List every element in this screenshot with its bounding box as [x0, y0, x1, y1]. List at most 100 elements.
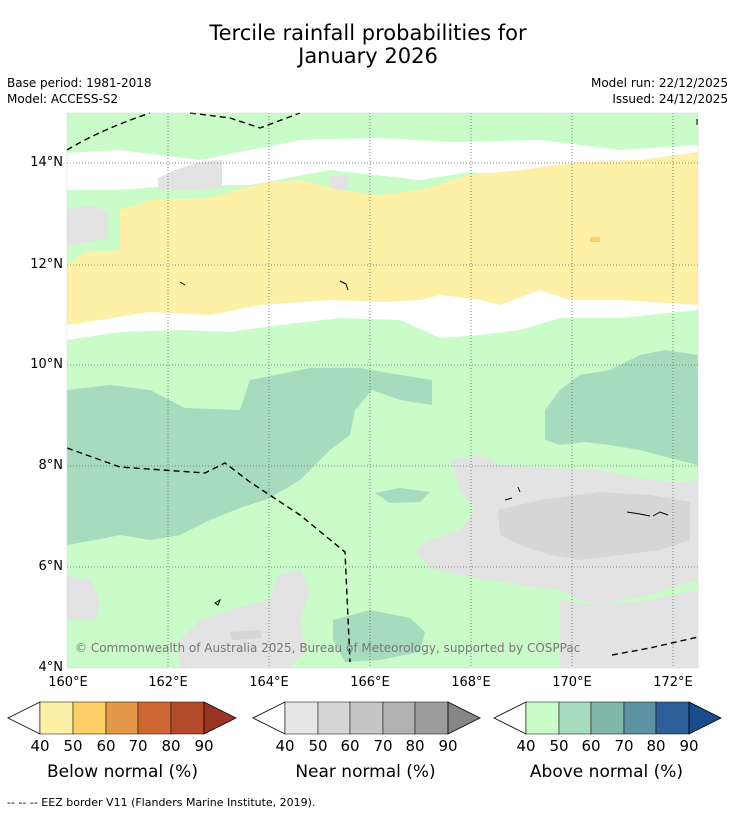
- colorbar-near-over: [447, 701, 481, 735]
- colorbar-above-bin-1: [525, 701, 560, 735]
- region-near-normal-top: [158, 160, 222, 190]
- region-above-normal-50-small: [375, 488, 430, 503]
- below-tick-90: 90: [194, 737, 214, 755]
- near-tick-60: 60: [340, 737, 360, 755]
- legend-above-normal: Above normal (%): [529, 762, 684, 782]
- region-near-normal-small: [330, 176, 348, 190]
- eez-footer-note: -- -- -- EEZ border V11 (Flanders Marine…: [7, 796, 316, 809]
- colorbar-above-over: [688, 701, 722, 735]
- colorbar-above-bin-5: [655, 701, 690, 735]
- meta-right: Model run: 22/12/2025 Issued: 24/12/2025: [591, 75, 728, 107]
- copyright-notice: © Commonwealth of Australia 2025, Bureau…: [75, 641, 581, 655]
- below-tick-50: 50: [63, 737, 83, 755]
- below-tick-70: 70: [128, 737, 148, 755]
- colorbar-above-bin-2: [558, 701, 592, 735]
- eez-border-southeast: [611, 636, 699, 656]
- eez-border-north: [189, 112, 301, 129]
- colorbar-below-bin-3: [105, 701, 139, 735]
- above-tick-90: 90: [679, 737, 699, 755]
- region-above-normal-50: [67, 368, 432, 545]
- colorbar-near-under: [252, 701, 286, 735]
- region-above-normal-50-east: [545, 350, 698, 465]
- y-tick-4n: 4°N: [38, 660, 64, 675]
- region-near-normal-southeast: [560, 590, 698, 668]
- island-atoll-2: [652, 511, 669, 517]
- legend-near-normal: Near normal (%): [295, 762, 436, 782]
- colorbar-near-bin-5: [414, 701, 449, 735]
- near-tick-70: 70: [373, 737, 393, 755]
- island-atoll-1: [626, 511, 651, 517]
- x-tick-172e: 172°E: [653, 675, 693, 690]
- eez-border-central: [66, 447, 351, 663]
- colorbar-below-bin-1: [39, 701, 74, 735]
- near-tick-40: 40: [275, 737, 295, 755]
- region-near-normal-50-south: [230, 630, 262, 640]
- islands: [179, 119, 698, 606]
- model-name: Model: ACCESS-S2: [7, 92, 119, 106]
- island-atoll-3: [504, 497, 513, 501]
- colorbar-above-under: [493, 701, 527, 735]
- colorbar-near-bin-1: [284, 701, 319, 735]
- x-tick-160e: 160°E: [48, 675, 88, 690]
- above-tick-80: 80: [646, 737, 666, 755]
- region-near-normal-south: [180, 570, 310, 668]
- eez-borders: [66, 112, 699, 663]
- colorbar-below-bin-2: [72, 701, 107, 735]
- x-tick-164e: 164°E: [249, 675, 289, 690]
- below-tick-60: 60: [96, 737, 116, 755]
- colorbar-near-bin-3: [349, 701, 384, 735]
- near-tick-50: 50: [308, 737, 328, 755]
- map-frame: [66, 112, 699, 669]
- issued-date: Issued: 24/12/2025: [612, 92, 728, 106]
- island-atoll-4: [517, 486, 521, 493]
- region-neutral-middle: [67, 290, 698, 340]
- title-line-2: January 2026: [298, 44, 438, 68]
- meta-left: Base period: 1981-2018 Model: ACCESS-S2: [7, 75, 152, 107]
- colorbar-below-under: [7, 701, 41, 735]
- region-near-normal-west: [67, 205, 108, 245]
- base-period: Base period: 1981-2018: [7, 76, 152, 90]
- gridlines: [67, 113, 698, 668]
- map-area: [67, 113, 698, 668]
- model-run: Model run: 22/12/2025: [590, 76, 728, 90]
- island-atoll-6: [339, 280, 349, 291]
- near-tick-90: 90: [438, 737, 458, 755]
- above-tick-60: 60: [581, 737, 601, 755]
- colorbar-near-bin-2: [317, 701, 351, 735]
- title-line-1: Tercile rainfall probabilities for: [209, 21, 527, 45]
- colorbar-above-bin-3: [590, 701, 625, 735]
- island-atoll-5: [214, 598, 222, 606]
- colorbar-above-bin-4: [623, 701, 657, 735]
- colorbar-below-over: [203, 701, 237, 735]
- y-tick-14n: 14°N: [30, 155, 63, 170]
- region-below-normal-40: [67, 152, 698, 325]
- colorbar-above: [493, 701, 722, 735]
- x-tick-166e: 166°E: [350, 675, 390, 690]
- colorbar-near: [252, 701, 481, 735]
- region-near-normal-50-east: [498, 492, 690, 560]
- y-tick-10n: 10°N: [30, 357, 63, 372]
- y-tick-6n: 6°N: [38, 559, 64, 574]
- region-near-normal-southwest: [67, 575, 100, 620]
- above-tick-70: 70: [614, 737, 634, 755]
- colorbar-below-bin-5: [170, 701, 205, 735]
- y-tick-8n: 8°N: [38, 458, 64, 473]
- eez-border-northwest: [66, 112, 151, 151]
- below-tick-80: 80: [161, 737, 181, 755]
- above-tick-40: 40: [516, 737, 536, 755]
- island-atoll-7: [179, 281, 186, 286]
- legend-below-normal: Below normal (%): [47, 762, 198, 782]
- below-tick-40: 40: [30, 737, 50, 755]
- map-title: Tercile rainfall probabilities for Janua…: [0, 22, 736, 68]
- above-tick-50: 50: [549, 737, 569, 755]
- y-tick-12n: 12°N: [30, 257, 63, 272]
- x-tick-170e: 170°E: [552, 675, 592, 690]
- x-tick-162e: 162°E: [148, 675, 188, 690]
- region-above-normal-50-south: [333, 610, 425, 662]
- near-tick-80: 80: [405, 737, 425, 755]
- x-tick-168e: 168°E: [451, 675, 491, 690]
- region-below-normal-50: [590, 237, 600, 242]
- colorbar-near-bin-4: [382, 701, 416, 735]
- colorbar-below-bin-4: [137, 701, 172, 735]
